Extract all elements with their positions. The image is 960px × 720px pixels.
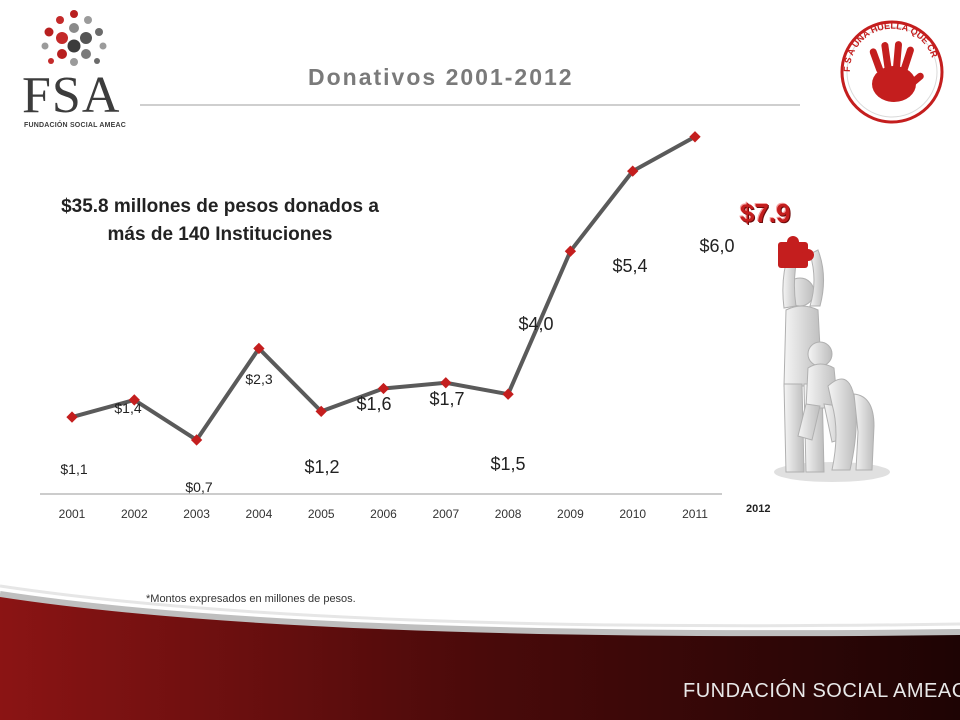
summary-text: $35.8 millones de pesos donados a más de…: [61, 196, 379, 245]
data-label: $0,7: [185, 479, 212, 495]
data-label: $1,1: [60, 461, 87, 477]
footer-text: FUNDACIÓN SOCIAL AMEAC: [683, 680, 960, 702]
highlight-value-2012: $7.9: [740, 198, 791, 228]
fsa-dots-logo-icon: [41, 10, 107, 66]
data-point: [377, 382, 390, 395]
data-label: $2,3: [245, 371, 272, 387]
title-divider: [140, 104, 800, 106]
data-label: $6,0: [699, 236, 734, 256]
x-tick-label: 2010: [619, 507, 646, 521]
data-point: [128, 394, 140, 406]
x-tick-label: 2006: [370, 507, 397, 521]
fsa-logo: FSA FUNDACIÓN SOCIAL AMEAC: [18, 4, 130, 132]
footnote: *Montos expresados en millones de pesos.: [146, 593, 356, 605]
data-label: $4,0: [518, 314, 553, 334]
data-label: $1,2: [304, 457, 339, 477]
x-tick-label: 2001: [59, 507, 86, 521]
x-tick-label: 2003: [183, 507, 210, 521]
data-point: [627, 165, 639, 177]
people-puzzle-icon: [762, 236, 894, 488]
data-point: [253, 342, 265, 355]
footer-swoosh: [0, 584, 960, 720]
x-tick-label: 2011: [682, 507, 708, 521]
data-point: [502, 388, 514, 400]
data-point: [689, 131, 701, 143]
page-title: Donativos 2001-2012: [308, 64, 574, 90]
data-point: [66, 411, 78, 423]
x-tick-label: 2002: [121, 507, 148, 521]
year-label-2012: 2012: [746, 503, 771, 515]
fsa-logo-subtitle: FUNDACIÓN SOCIAL AMEAC: [24, 122, 127, 129]
data-label: $1,7: [429, 389, 464, 409]
data-label: $1,5: [490, 454, 525, 474]
data-point: [190, 434, 203, 446]
x-tick-label: 2005: [308, 507, 335, 521]
data-point: [564, 245, 577, 257]
data-label: $5,4: [612, 256, 647, 276]
x-tick-label: 2004: [246, 507, 273, 521]
fsa-logo-text: FSA: [22, 67, 121, 124]
x-tick-label: 2007: [432, 507, 459, 521]
x-tick-label: 2008: [495, 507, 522, 521]
data-point: [315, 405, 327, 418]
data-point: [440, 377, 452, 389]
data-label: $1,4: [114, 400, 141, 416]
x-tick-label: 2009: [557, 507, 584, 521]
data-label: $1,6: [356, 394, 391, 414]
handprint-badge-icon: F S A UNA HUELLA QUE CRECE: [832, 10, 944, 124]
